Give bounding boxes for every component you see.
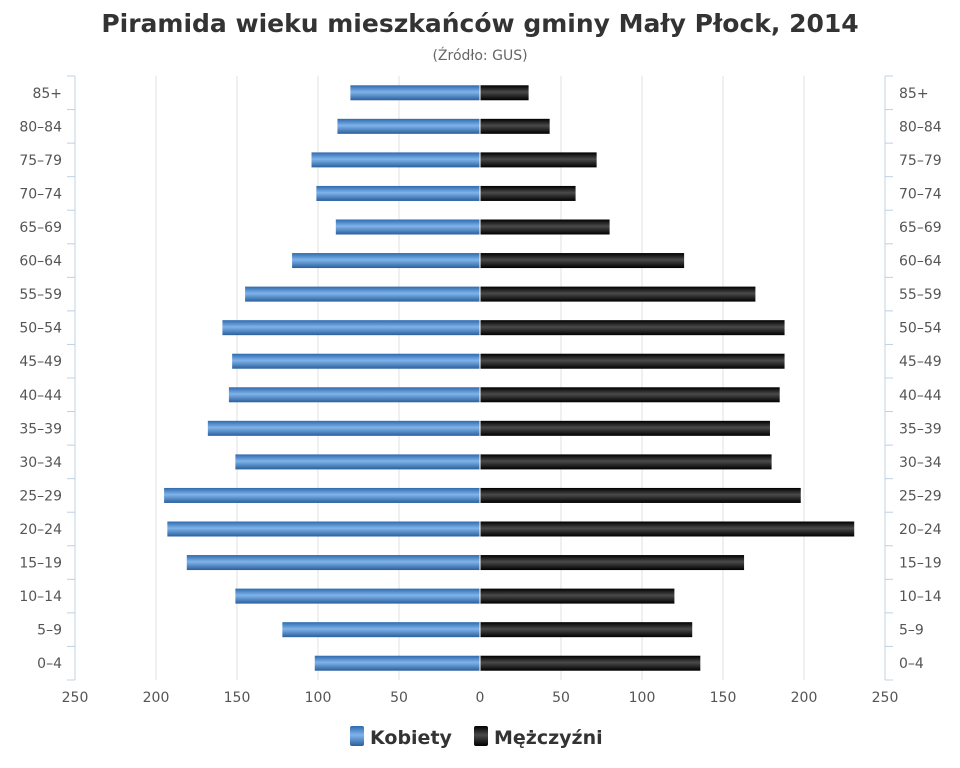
age-label-left: 70–74	[19, 186, 62, 202]
bar-kobiety[interactable]	[245, 286, 480, 302]
age-label-right: 40–44	[899, 388, 942, 404]
bars	[164, 76, 855, 680]
x-tick-label: 50	[390, 690, 408, 706]
bar-mezczyzni[interactable]	[480, 622, 693, 638]
x-tick-label: 250	[62, 690, 89, 706]
chart-title: Piramida wieku mieszkańców gminy Mały Pł…	[101, 9, 858, 38]
bar-mezczyzni[interactable]	[480, 253, 685, 269]
bar-mezczyzni[interactable]	[480, 85, 529, 101]
legend-label-kobiety: Kobiety	[370, 727, 453, 749]
age-label-right: 20–24	[899, 522, 942, 538]
x-axis-ticks: 250 200 150 100 50 0 50 100 150 200 250	[62, 690, 899, 706]
age-label-left: 80–84	[19, 119, 62, 135]
bar-mezczyzni[interactable]	[480, 286, 756, 302]
bar-mezczyzni[interactable]	[480, 118, 550, 134]
age-label-left: 10–14	[19, 589, 62, 605]
bar-mezczyzni[interactable]	[480, 655, 701, 671]
bar-kobiety[interactable]	[311, 152, 480, 168]
age-label-left: 5–9	[37, 623, 62, 639]
x-tick-label: 250	[872, 690, 899, 706]
chart-subtitle: (Źródło: GUS)	[432, 46, 527, 64]
age-label-right: 85+	[899, 86, 929, 102]
bar-kobiety[interactable]	[337, 118, 480, 134]
bar-kobiety[interactable]	[335, 219, 480, 235]
age-label-left: 50–54	[19, 321, 62, 337]
legend[interactable]: Kobiety Mężczyźni	[350, 726, 603, 749]
legend-label-mezczyzni: Mężczyźni	[494, 727, 603, 749]
bar-kobiety[interactable]	[235, 588, 480, 604]
bar-kobiety[interactable]	[207, 420, 480, 436]
age-label-right: 55–59	[899, 287, 942, 303]
age-label-left: 30–34	[19, 455, 62, 471]
bar-kobiety[interactable]	[314, 655, 480, 671]
bar-kobiety[interactable]	[235, 454, 480, 470]
x-tick-label: 0	[476, 690, 485, 706]
age-label-right: 10–14	[899, 589, 942, 605]
x-tick-label: 200	[143, 690, 170, 706]
age-label-left: 45–49	[19, 354, 62, 370]
age-label-left: 55–59	[19, 287, 62, 303]
legend-item-mezczyzni[interactable]: Mężczyźni	[474, 726, 603, 749]
x-tick-label: 100	[305, 690, 332, 706]
bar-kobiety[interactable]	[186, 555, 480, 571]
age-label-left: 35–39	[19, 421, 62, 437]
x-tick-label: 150	[710, 690, 737, 706]
age-label-left: 0–4	[37, 656, 62, 672]
legend-swatch-mezczyzni	[474, 726, 488, 746]
age-label-right: 15–19	[899, 556, 942, 572]
age-label-left: 85+	[32, 86, 62, 102]
bar-mezczyzni[interactable]	[480, 320, 785, 336]
bar-mezczyzni[interactable]	[480, 152, 597, 168]
age-label-right: 25–29	[899, 488, 942, 504]
axes	[67, 75, 893, 681]
age-label-right: 65–69	[899, 220, 942, 236]
bar-mezczyzni[interactable]	[480, 555, 745, 571]
bar-kobiety[interactable]	[316, 185, 480, 201]
bar-kobiety[interactable]	[282, 622, 480, 638]
bar-mezczyzni[interactable]	[480, 185, 576, 201]
x-tick-label: 100	[629, 690, 656, 706]
x-tick-label: 150	[224, 690, 251, 706]
bar-kobiety[interactable]	[228, 387, 480, 403]
bar-mezczyzni[interactable]	[480, 487, 801, 503]
age-label-right: 75–79	[899, 153, 942, 169]
bar-kobiety[interactable]	[292, 253, 480, 269]
age-label-right: 0–4	[899, 656, 924, 672]
age-label-left: 15–19	[19, 556, 62, 572]
age-label-left: 25–29	[19, 488, 62, 504]
bar-kobiety[interactable]	[164, 487, 480, 503]
age-label-right: 70–74	[899, 186, 942, 202]
age-label-left: 20–24	[19, 522, 62, 538]
legend-item-kobiety[interactable]: Kobiety	[350, 726, 453, 749]
bar-mezczyzni[interactable]	[480, 353, 785, 369]
age-label-right: 60–64	[899, 254, 942, 270]
bar-mezczyzni[interactable]	[480, 521, 855, 537]
bar-kobiety[interactable]	[222, 320, 481, 336]
category-labels: 85+ 85+ 80–84 80–84 75–79 75–79 70–74 70–74 65–6…	[19, 86, 941, 672]
bar-mezczyzni[interactable]	[480, 454, 772, 470]
age-label-left: 60–64	[19, 254, 62, 270]
bar-mezczyzni[interactable]	[480, 420, 770, 436]
age-label-left: 65–69	[19, 220, 62, 236]
legend-swatch-kobiety	[350, 726, 364, 746]
bar-mezczyzni[interactable]	[480, 588, 675, 604]
age-label-right: 35–39	[899, 421, 942, 437]
age-label-right: 45–49	[899, 354, 942, 370]
bar-kobiety[interactable]	[167, 521, 480, 537]
age-label-right: 30–34	[899, 455, 942, 471]
age-label-left: 40–44	[19, 388, 62, 404]
bar-kobiety[interactable]	[232, 353, 480, 369]
age-label-left: 75–79	[19, 153, 62, 169]
bar-kobiety[interactable]	[350, 85, 480, 101]
x-tick-label: 200	[791, 690, 818, 706]
bar-mezczyzni[interactable]	[480, 387, 780, 403]
bar-mezczyzni[interactable]	[480, 219, 610, 235]
age-label-right: 5–9	[899, 623, 924, 639]
age-label-right: 50–54	[899, 321, 942, 337]
age-label-right: 80–84	[899, 119, 942, 135]
x-tick-label: 50	[552, 690, 570, 706]
